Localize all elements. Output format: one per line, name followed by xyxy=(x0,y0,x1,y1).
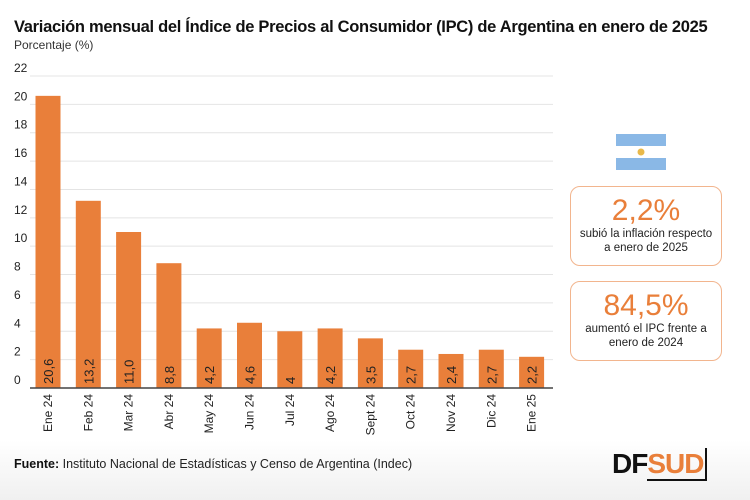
chart-subtitle: Porcentaje (%) xyxy=(14,38,94,52)
y-tick-label: 0 xyxy=(14,373,21,387)
x-tick-label: Dic 24 xyxy=(484,394,498,428)
source-note: Fuente: Instituto Nacional de Estadístic… xyxy=(14,457,412,471)
bar xyxy=(156,263,182,388)
bar xyxy=(357,338,383,388)
x-tick-label: Sept 24 xyxy=(363,394,377,436)
data-label: 4,2 xyxy=(323,366,338,384)
x-tick-label: Jun 24 xyxy=(243,394,257,430)
x-tick-label: Ago 24 xyxy=(323,394,337,432)
y-tick-label: 10 xyxy=(14,231,28,245)
data-label: 8,8 xyxy=(162,366,177,384)
bar xyxy=(519,356,545,388)
data-label: 4 xyxy=(283,377,298,384)
data-label: 3,5 xyxy=(363,366,378,384)
x-tick-label: Feb 24 xyxy=(81,394,95,432)
bar xyxy=(478,349,504,388)
y-tick-label: 16 xyxy=(14,146,28,160)
x-tick-label: May 24 xyxy=(202,394,216,434)
logo-df: DF xyxy=(612,448,648,479)
stat-text: subió la inflación respecto xyxy=(579,228,713,240)
stat-text: enero de 2024 xyxy=(608,337,684,349)
source-label: Fuente: xyxy=(14,457,60,471)
data-label: 2,7 xyxy=(484,366,499,384)
x-tick-label: Ene 24 xyxy=(41,394,55,432)
y-tick-label: 18 xyxy=(14,118,28,132)
stat-card-annual: 84,5% aumentó el IPC frente a enero de 20… xyxy=(570,281,722,361)
y-tick-label: 20 xyxy=(14,89,28,103)
stat-value: 84,5% xyxy=(603,289,689,322)
data-label: 2,2 xyxy=(525,366,540,384)
data-label: 4,6 xyxy=(243,366,258,384)
data-label: 4,2 xyxy=(202,366,217,384)
bar-chart: 0 2 4 6 8 10 12 14 16 18 20 22 20,6 Ene 24 13,2 Feb 24 1… xyxy=(14,61,553,436)
data-label: 20,6 xyxy=(41,359,56,384)
y-tick-label: 22 xyxy=(14,61,28,75)
y-tick-label: 6 xyxy=(14,288,21,302)
bar xyxy=(277,331,303,388)
x-tick-label: Nov 24 xyxy=(444,394,458,432)
data-label: 13,2 xyxy=(81,359,96,384)
chart-title: Variación mensual del Índice de Precios … xyxy=(14,18,708,36)
stat-card-monthly: 2,2% subió la inflación respecto a enero … xyxy=(570,186,722,266)
dfsud-logo: DFSUD xyxy=(612,448,708,481)
argentina-flag-icon xyxy=(616,134,666,170)
x-tick-label: Abr 24 xyxy=(162,394,176,430)
data-label: 2,7 xyxy=(404,366,419,384)
bar xyxy=(116,232,142,388)
data-label: 2,4 xyxy=(444,366,459,384)
y-tick-label: 4 xyxy=(14,316,21,330)
source-text: Instituto Nacional de Estadísticas y Cen… xyxy=(59,457,413,471)
stat-text: a enero de 2025 xyxy=(604,242,688,254)
bar xyxy=(35,95,61,388)
bar xyxy=(237,322,262,388)
data-label: 11,0 xyxy=(122,360,137,384)
bar xyxy=(398,349,424,388)
stat-text: aumentó el IPC frente a xyxy=(585,323,707,335)
x-tick-label: Mar 24 xyxy=(122,394,136,432)
bar xyxy=(438,353,464,388)
y-tick-label: 8 xyxy=(14,260,21,274)
bar xyxy=(196,328,222,388)
stat-value: 2,2% xyxy=(611,194,681,227)
logo-sud: SUD xyxy=(647,448,708,481)
x-tick-label: Jul 24 xyxy=(283,394,297,426)
x-tick-label: Oct 24 xyxy=(404,394,418,430)
bar xyxy=(75,200,101,388)
y-tick-label: 2 xyxy=(14,345,21,359)
y-tick-label: 14 xyxy=(14,174,28,188)
y-tick-label: 12 xyxy=(14,203,28,217)
bar xyxy=(317,328,343,388)
x-tick-label: Ene 25 xyxy=(525,394,539,432)
